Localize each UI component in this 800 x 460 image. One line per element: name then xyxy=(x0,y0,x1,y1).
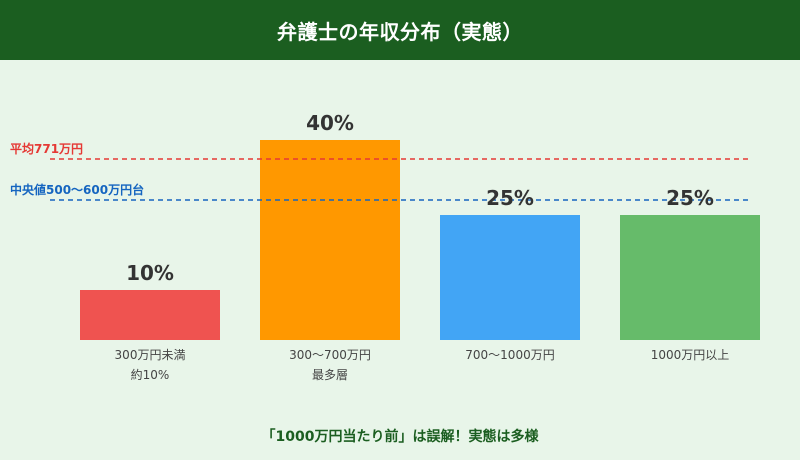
bar-4 xyxy=(620,215,760,340)
category-sublabel-2: 最多層 xyxy=(312,368,348,382)
chart-header: 弁護士の年収分布（実態） xyxy=(0,0,800,60)
category-label-3: 700〜1000万円 xyxy=(465,348,554,362)
bar-2 xyxy=(260,140,400,340)
value-label-4: 25% xyxy=(666,186,714,210)
category-label-1: 300万円未満 xyxy=(115,348,186,362)
bar-3 xyxy=(440,215,580,340)
reference-line-label-1: 平均771万円 xyxy=(10,141,83,156)
bar-1 xyxy=(80,290,220,340)
footer-note: 「1000万円当たり前」は誤解！実態は多様 xyxy=(261,429,539,445)
category-sublabel-1: 約10% xyxy=(131,367,170,382)
category-label-2: 300〜700万円 xyxy=(289,348,371,362)
chart-title: 弁護士の年収分布（実態） xyxy=(277,19,523,44)
value-label-3: 25% xyxy=(486,186,534,210)
reference-line-label-2: 中央値500〜600万円台 xyxy=(10,182,144,197)
value-label-1: 10% xyxy=(126,261,174,285)
value-label-2: 40% xyxy=(306,111,354,135)
category-label-4: 1000万円以上 xyxy=(651,348,730,362)
